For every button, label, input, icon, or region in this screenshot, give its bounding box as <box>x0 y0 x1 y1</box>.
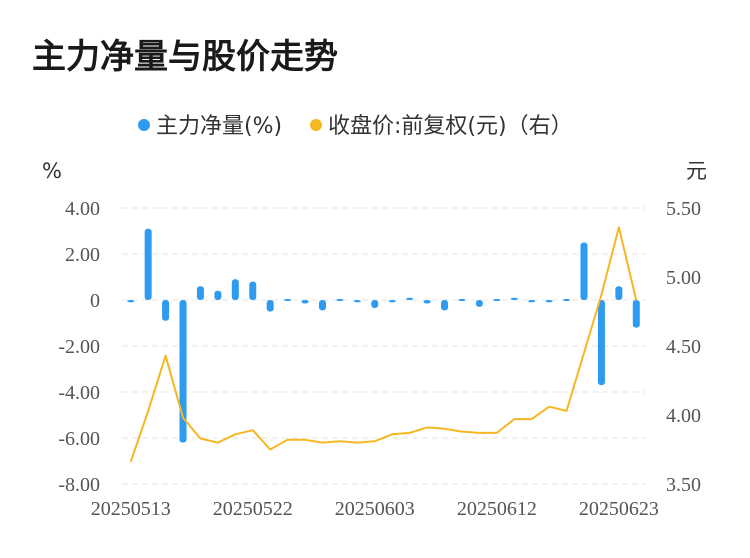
x-tick-label: 20250603 <box>335 498 415 520</box>
gridlines <box>122 207 645 485</box>
bar <box>493 299 501 301</box>
chart-title: 主力净量与股价走势 <box>32 37 338 77</box>
right-tick-label: 4.00 <box>666 405 701 427</box>
right-axis-ticks: 5.50 5.00 4.50 4.00 3.50 <box>666 198 701 496</box>
right-tick-label: 5.00 <box>666 267 701 289</box>
price-line <box>129 226 638 463</box>
bar <box>580 242 588 300</box>
bar <box>563 299 571 301</box>
right-tick-label: 5.50 <box>666 198 701 220</box>
bar <box>423 300 431 304</box>
bar <box>353 300 361 303</box>
legend: 主力净量(%) 收盘价:前复权(元)（右） <box>138 114 573 139</box>
bar-series <box>127 228 640 443</box>
bar <box>144 228 152 300</box>
bar <box>266 300 274 312</box>
legend-label-line: 收盘价:前复权(元)（右） <box>328 114 573 139</box>
legend-marker-line <box>310 119 322 131</box>
bar <box>179 300 187 443</box>
legend-label-bars: 主力净量(%) <box>156 114 282 139</box>
bar <box>458 299 466 301</box>
left-tick-label: 0 <box>90 290 100 312</box>
bar <box>127 300 135 303</box>
bar <box>249 281 257 300</box>
left-tick-label: 2.00 <box>65 244 100 266</box>
left-tick-label: -6.00 <box>58 428 100 450</box>
bar <box>510 297 518 300</box>
left-tick-label: -4.00 <box>58 382 100 404</box>
bar <box>231 279 239 300</box>
x-axis-ticks: 20250513 20250522 20250603 20250612 20250623 <box>91 498 659 520</box>
bar <box>371 300 379 309</box>
x-tick-label: 20250612 <box>457 498 537 520</box>
left-axis-unit: % <box>42 159 62 183</box>
bar <box>196 286 204 300</box>
bar <box>336 299 344 301</box>
bar <box>301 300 309 304</box>
line-series <box>129 226 638 463</box>
bar <box>475 300 483 307</box>
bar <box>597 300 605 386</box>
right-axis-unit: 元 <box>686 159 707 183</box>
right-tick-label: 3.50 <box>666 474 701 496</box>
bar <box>162 300 170 321</box>
x-tick-label: 20250522 <box>213 498 293 520</box>
bar <box>441 300 449 311</box>
legend-marker-bars <box>138 119 150 131</box>
left-tick-label: -8.00 <box>58 474 100 496</box>
bar <box>615 286 623 300</box>
bar <box>284 299 292 301</box>
x-tick-label: 20250623 <box>579 498 659 520</box>
bar <box>214 290 222 300</box>
x-tick-label: 20250513 <box>91 498 171 520</box>
bar <box>528 300 536 303</box>
left-tick-label: -2.00 <box>58 336 100 358</box>
bar <box>545 300 553 303</box>
bar <box>406 297 414 300</box>
left-axis-ticks: 4.00 2.00 0 -2.00 -4.00 -6.00 -8.00 <box>58 198 100 496</box>
bar <box>388 300 396 303</box>
right-tick-label: 4.50 <box>666 336 701 358</box>
bar <box>318 300 326 311</box>
bar <box>632 300 640 328</box>
left-tick-label: 4.00 <box>65 198 100 220</box>
